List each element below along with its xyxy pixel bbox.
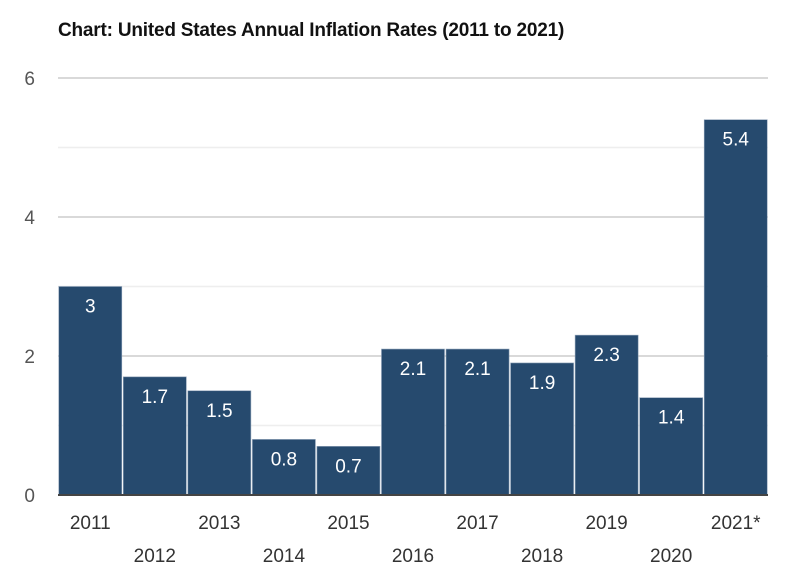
bar — [252, 439, 316, 496]
bar-data-label: 3 — [85, 297, 96, 318]
bar — [316, 446, 381, 496]
y-tick-label: 4 — [24, 208, 35, 229]
bar-data-label: 2.3 — [593, 345, 619, 366]
x-tick-label: 2019 — [585, 513, 627, 534]
x-tick-label: 2011 — [70, 513, 111, 534]
bar — [381, 348, 445, 496]
bar — [574, 334, 639, 496]
bar-data-label: 5.4 — [723, 130, 750, 151]
bar — [187, 390, 252, 496]
bar-data-label: 1.4 — [658, 408, 685, 429]
x-tick-label: 2016 — [392, 546, 434, 567]
chart-title: Chart: United States Annual Inflation Ra… — [58, 20, 565, 41]
bar-data-label: 1.9 — [529, 373, 555, 394]
x-tick-label: 2013 — [198, 513, 240, 534]
x-tick-label: 2014 — [263, 546, 306, 567]
bar — [122, 376, 187, 496]
y-tick-label: 6 — [24, 69, 35, 90]
x-tick-label: 2018 — [521, 546, 563, 567]
bar — [445, 348, 510, 496]
x-tick-label: 2021* — [711, 513, 761, 534]
bar-data-label: 2.1 — [464, 359, 490, 380]
x-tick-label: 2012 — [134, 546, 176, 567]
y-tick-label: 0 — [24, 486, 35, 507]
bar-data-label: 2.1 — [400, 359, 426, 380]
x-tick-label: 2020 — [650, 546, 692, 567]
bar-data-label: 1.5 — [206, 401, 232, 422]
bar — [639, 397, 704, 496]
x-tick-label: 2017 — [456, 513, 498, 534]
bar-data-label: 0.8 — [271, 449, 297, 470]
bar-data-label: 1.7 — [142, 387, 168, 408]
x-tick-label: 2015 — [327, 513, 369, 534]
y-tick-label: 2 — [24, 347, 35, 368]
bar — [58, 286, 123, 496]
bar — [703, 119, 768, 496]
bar-data-label: 0.7 — [335, 456, 361, 477]
